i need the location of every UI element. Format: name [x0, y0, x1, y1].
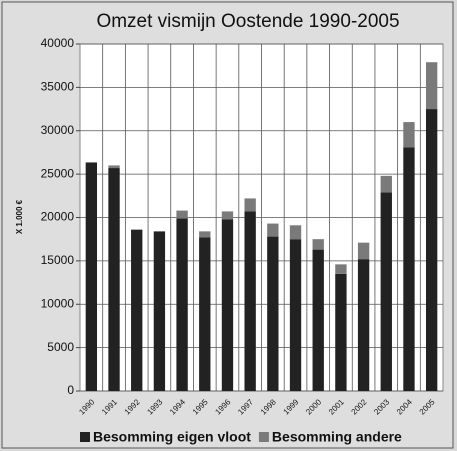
legend-label: Besomming eigen vloot [93, 429, 251, 445]
bar-segment [403, 122, 415, 148]
y-tick-label: 20000 [41, 210, 75, 224]
y-tick-label: 0 [67, 383, 74, 397]
bar-segment [289, 225, 302, 240]
legend-swatch [80, 432, 90, 442]
bar-segment [244, 211, 256, 391]
legend-swatch [258, 432, 269, 442]
bar-segment [267, 223, 279, 237]
bar-segment [425, 109, 438, 391]
bar-segment [357, 242, 370, 260]
bar-segment [335, 264, 347, 274]
bar-segment [199, 237, 211, 391]
bar-segment [85, 162, 98, 391]
bar-segment [108, 168, 120, 391]
bar-segment [176, 210, 188, 219]
bar-segment [267, 236, 279, 391]
y-tick-label: 5000 [47, 340, 74, 354]
legend-label: Besomming andere [272, 429, 402, 445]
bar-segment [335, 273, 347, 391]
bar-segment [199, 231, 211, 238]
y-tick-label: 35000 [41, 80, 75, 94]
bar-segment [244, 198, 256, 212]
y-tick-label: 30000 [41, 123, 75, 137]
y-tick-label: 15000 [41, 253, 75, 267]
y-axis-label: X 1.000 € [15, 199, 24, 234]
bar-segment [312, 249, 324, 391]
bar-segment [425, 62, 438, 110]
bar-segment [176, 218, 188, 391]
bar-segment [131, 229, 143, 391]
bar-segment [403, 147, 415, 391]
bar-segment [85, 161, 98, 163]
bar-segment [312, 239, 324, 250]
y-tick-label: 40000 [41, 36, 75, 50]
chart-title: Omzet vismijn Oostende 1990-2005 [96, 11, 399, 32]
bar-segment [380, 192, 392, 391]
bar-segment [108, 165, 120, 169]
bar-segment [357, 259, 370, 391]
bar-segment [380, 175, 392, 193]
y-tick-label: 10000 [41, 296, 75, 310]
y-tick-label: 25000 [41, 166, 75, 180]
bar-segment [153, 231, 166, 391]
bar-segment [289, 239, 302, 391]
bar-segment [221, 219, 234, 391]
bar-segment [221, 211, 234, 220]
